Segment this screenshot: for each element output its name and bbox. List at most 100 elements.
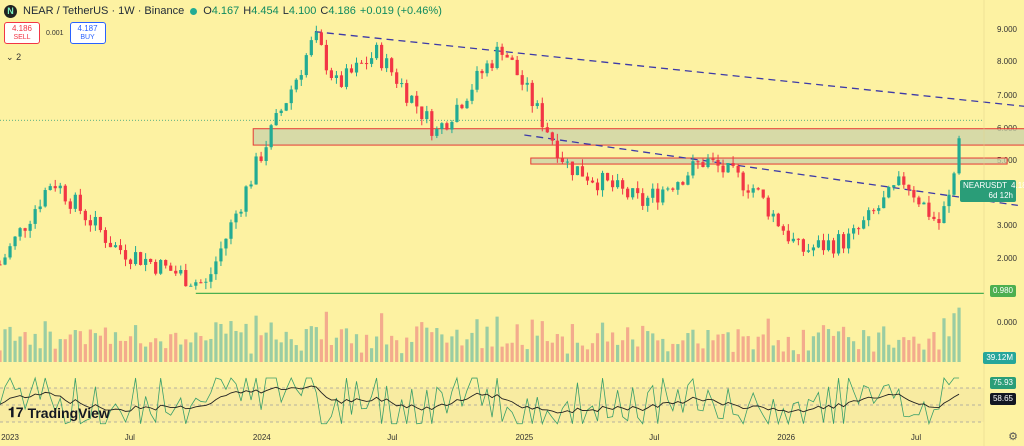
- rsi-ma-value-label: 58.65: [989, 393, 1016, 405]
- candle-body: [636, 188, 640, 194]
- volume-bar: [706, 330, 710, 362]
- candle-body: [199, 282, 203, 284]
- candle-body: [254, 156, 258, 185]
- candle-body: [48, 186, 52, 191]
- volume-bar: [144, 346, 148, 362]
- y-tick-label: 9.000: [997, 25, 1018, 34]
- candle-body: [505, 54, 509, 58]
- volume-bar: [244, 323, 248, 362]
- candle-body: [219, 248, 223, 262]
- candle-body: [560, 158, 564, 162]
- volume-bar: [565, 353, 569, 362]
- candle-body: [63, 185, 67, 202]
- candle-body: [621, 180, 625, 189]
- candle-body: [319, 32, 323, 45]
- volume-bar: [28, 344, 32, 362]
- candle-body: [450, 121, 454, 130]
- volume-bar: [545, 341, 549, 362]
- candle-body: [98, 216, 103, 231]
- candle-body: [0, 264, 2, 266]
- candle-body: [595, 182, 600, 191]
- candle-body: [616, 180, 620, 188]
- volume-bar: [289, 339, 293, 362]
- volume-value-label: 39.12M: [983, 352, 1016, 364]
- candle-body: [405, 83, 409, 103]
- volume-bar: [174, 332, 178, 362]
- volume-bar: [575, 342, 580, 362]
- candle-body: [239, 211, 243, 214]
- volume-bar: [907, 340, 911, 362]
- volume-bar: [425, 327, 429, 362]
- price-change: +0.019 (+0.46%): [359, 5, 442, 17]
- candle-body: [922, 202, 926, 205]
- volume-bar: [364, 334, 369, 362]
- volume-bar: [354, 334, 359, 362]
- candle-body: [440, 123, 444, 130]
- volume-bar: [319, 339, 323, 362]
- volume-bar: [651, 333, 655, 362]
- candle-body: [123, 250, 128, 260]
- gear-icon[interactable]: ⚙: [1008, 431, 1018, 443]
- volume-bar: [128, 336, 133, 362]
- candle-body: [852, 228, 856, 234]
- volume-bar: [897, 339, 901, 362]
- volume-bar: [666, 351, 670, 362]
- volume-bar: [214, 322, 218, 362]
- candle-body: [786, 230, 790, 242]
- volume-bar: [766, 318, 770, 362]
- candle-body: [299, 75, 303, 80]
- near-logo-icon: N: [4, 4, 17, 18]
- volume-bar: [495, 316, 499, 362]
- tradingview-logo: 𝟏7 TradingView: [8, 404, 110, 421]
- volume-bar: [555, 334, 559, 362]
- candle-body: [149, 258, 153, 262]
- candle-body: [470, 89, 474, 101]
- candle-body: [631, 188, 635, 198]
- candle-body: [264, 147, 268, 161]
- volume-bar: [189, 342, 193, 362]
- volume-bar: [917, 343, 921, 362]
- volume-bar: [490, 346, 494, 362]
- candle-body: [133, 252, 138, 265]
- volume-bar: [108, 343, 113, 362]
- volume-bar: [33, 333, 37, 362]
- indicators-toggle[interactable]: ⌄ 2: [6, 52, 22, 62]
- buy-button[interactable]: 4.187 BUY: [69, 22, 106, 44]
- volume-bar: [751, 349, 755, 362]
- candle-body: [249, 184, 253, 187]
- volume-bar: [836, 331, 841, 362]
- candle-body: [269, 125, 273, 148]
- volume-bar: [304, 329, 308, 362]
- volume-bar: [852, 341, 856, 362]
- symbol-title[interactable]: NEAR / TetherUS · 1W · Binance: [23, 5, 185, 17]
- x-tick-label: Jul: [125, 433, 135, 442]
- candle-body: [887, 187, 891, 198]
- volume-bar: [821, 325, 826, 362]
- candle-body: [194, 282, 198, 286]
- candle-body: [354, 62, 359, 73]
- candle-body: [681, 182, 685, 185]
- candle-body: [8, 246, 12, 258]
- volume-bar: [430, 332, 434, 362]
- candle-body: [184, 270, 188, 287]
- volume-bar: [279, 342, 283, 362]
- candle-body: [741, 172, 745, 191]
- candle-body: [179, 270, 183, 274]
- sell-button[interactable]: 4.186 SELL: [4, 22, 40, 44]
- candle-body: [520, 75, 524, 85]
- candle-body: [279, 110, 283, 114]
- volume-bar: [621, 340, 625, 362]
- candle-body: [942, 206, 946, 224]
- volume-bar: [696, 343, 700, 362]
- candle-body: [108, 242, 113, 248]
- candle-body: [701, 162, 705, 168]
- volume-bar: [806, 350, 811, 362]
- volume-bar: [460, 345, 464, 362]
- volume-bar: [450, 336, 454, 362]
- volume-bar: [13, 340, 17, 362]
- volume-bar: [359, 352, 364, 362]
- volume-bar: [570, 324, 575, 362]
- candle-body: [872, 210, 876, 212]
- candle-body: [13, 236, 17, 247]
